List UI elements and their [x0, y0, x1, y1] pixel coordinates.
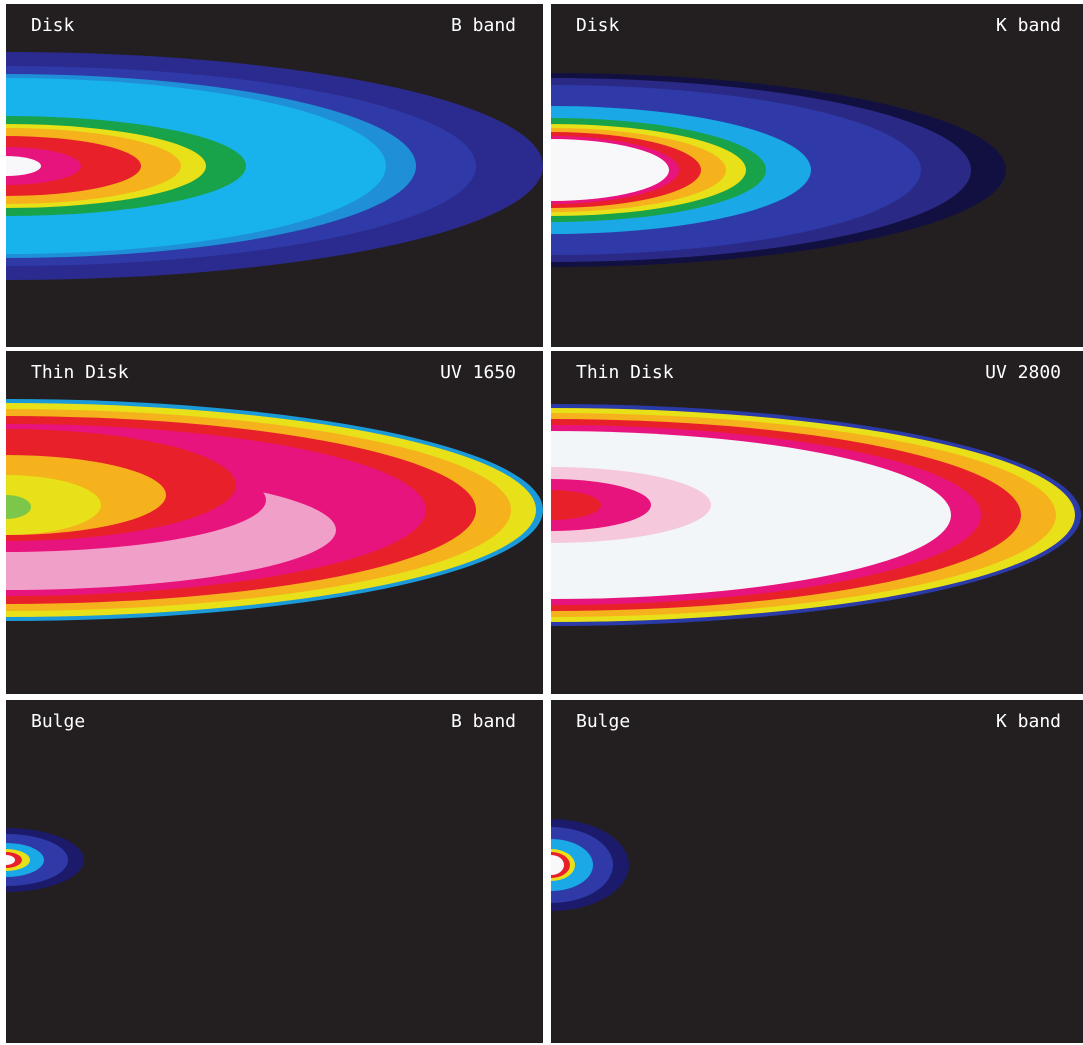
panel-background: [551, 700, 1083, 1043]
panel-background: [6, 700, 543, 1043]
intensity-contour: [6, 475, 101, 535]
panel: Disk K band: [551, 4, 1083, 347]
band-label: UV 2800: [985, 362, 1061, 383]
panel-label: Disk: [31, 15, 75, 36]
galaxy-image: [551, 404, 1081, 626]
panel: Thin Disk UV 1650: [6, 351, 543, 694]
galaxy-image: [6, 399, 543, 621]
intensity-contour: [6, 495, 31, 519]
panel-label: Thin Disk: [31, 362, 129, 383]
panel: Disk B band: [6, 4, 543, 347]
band-label: K band: [996, 711, 1061, 732]
band-label: UV 1650: [440, 362, 516, 383]
band-label: B band: [451, 711, 516, 732]
band-label: B band: [451, 15, 516, 36]
panel: Thin Disk UV 2800: [551, 351, 1083, 694]
panel: Bulge K band: [551, 700, 1083, 1043]
panel-label: Thin Disk: [576, 362, 674, 383]
intensity-contour: [551, 490, 601, 520]
galaxy-image: [6, 828, 84, 892]
galaxy-image: [551, 73, 1006, 267]
panel: Bulge B band: [6, 700, 543, 1043]
intensity-contour: [6, 147, 81, 185]
panel-label: Bulge: [576, 711, 630, 732]
galaxy-image: [6, 52, 543, 280]
galaxy-image: [551, 819, 629, 911]
intensity-contour: [6, 156, 41, 176]
band-label: K band: [996, 15, 1061, 36]
panel-label: Disk: [576, 15, 620, 36]
intensity-contour: [6, 855, 15, 865]
intensity-contour: [551, 431, 951, 599]
intensity-contour: [551, 855, 564, 875]
panel-label: Bulge: [31, 711, 85, 732]
intensity-contour: [551, 139, 669, 201]
